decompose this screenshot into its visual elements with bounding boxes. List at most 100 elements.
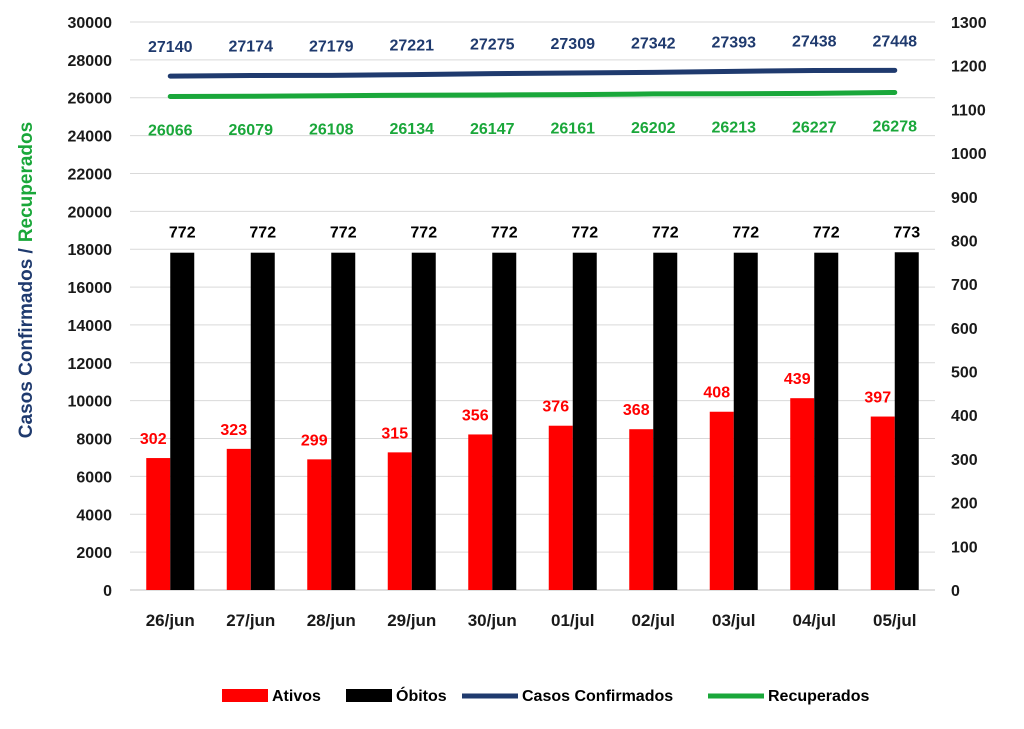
bar-ativos bbox=[870, 416, 895, 590]
bar-ativos bbox=[548, 425, 573, 590]
data-label-recuperados: 26066 bbox=[148, 122, 193, 139]
right-tick-label: 400 bbox=[951, 408, 978, 425]
bar-ativos bbox=[790, 398, 815, 590]
legend-casos-confirmados: Casos Confirmados bbox=[462, 688, 673, 705]
data-label-confirmados: 27448 bbox=[873, 33, 918, 50]
right-tick-label: 500 bbox=[951, 365, 978, 382]
data-label-confirmados: 27275 bbox=[470, 37, 515, 54]
data-label-obitos: 772 bbox=[732, 225, 759, 242]
left-tick-label: 12000 bbox=[68, 356, 113, 373]
data-label-ativos: 302 bbox=[140, 431, 167, 448]
right-tick-label: 1100 bbox=[951, 102, 986, 119]
bar-ativos bbox=[307, 459, 332, 590]
left-tick-label: 16000 bbox=[68, 280, 113, 297]
legend: Ativos Óbitos Casos Confirmados Recuperados bbox=[222, 686, 869, 705]
data-label-obitos: 772 bbox=[330, 225, 357, 242]
left-tick-label: 20000 bbox=[68, 204, 113, 221]
x-tick-label: 01/jul bbox=[551, 611, 594, 630]
right-tick-label: 600 bbox=[951, 321, 978, 338]
data-label-confirmados: 27309 bbox=[551, 36, 596, 53]
left-tick-label: 8000 bbox=[76, 432, 112, 449]
x-tick-label: 28/jun bbox=[307, 611, 356, 630]
bar-obitos bbox=[733, 252, 758, 591]
legend-swatch bbox=[346, 689, 392, 702]
left-tick-label: 10000 bbox=[68, 394, 113, 411]
left-tick-label: 22000 bbox=[68, 166, 113, 183]
right-tick-label: 300 bbox=[951, 452, 978, 469]
left-tick-label: 6000 bbox=[76, 469, 112, 486]
x-tick-label: 27/jun bbox=[226, 611, 275, 630]
data-label-ativos: 323 bbox=[220, 422, 247, 439]
right-tick-label: 100 bbox=[951, 539, 978, 556]
data-label-confirmados: 27342 bbox=[631, 35, 676, 52]
legend-label: Recuperados bbox=[768, 688, 869, 705]
data-label-recuperados: 26202 bbox=[631, 120, 676, 137]
bar-obitos bbox=[653, 252, 678, 591]
bar-obitos bbox=[572, 252, 597, 591]
left-tick-label: 26000 bbox=[68, 91, 113, 108]
data-label-ativos: 299 bbox=[301, 432, 328, 449]
x-tick-label: 26/jun bbox=[146, 611, 195, 630]
bar-ativos bbox=[629, 429, 654, 590]
data-label-recuperados: 26134 bbox=[390, 121, 435, 138]
left-axis-ticks: 0 2000 4000 6000 8000 10000 12000 14000 16000 180… bbox=[68, 15, 113, 600]
bar-ativos bbox=[709, 411, 734, 590]
bar-ativos bbox=[387, 452, 412, 590]
right-tick-label: 900 bbox=[951, 190, 978, 207]
data-label-recuperados: 26213 bbox=[712, 120, 757, 137]
left-axis-title-recuperados: Recuperados bbox=[16, 122, 37, 242]
data-label-obitos: 772 bbox=[169, 225, 196, 242]
bar-obitos bbox=[331, 252, 356, 591]
bar-obitos bbox=[894, 252, 919, 590]
data-label-confirmados: 27140 bbox=[148, 39, 193, 56]
bar-obitos bbox=[814, 252, 839, 591]
x-tick-label: 05/jul bbox=[873, 611, 916, 630]
x-axis-ticks: 26/jun 27/jun 28/jun 29/jun 30/jun 01/jul 02/j… bbox=[146, 611, 917, 630]
data-label-ativos: 408 bbox=[703, 385, 730, 402]
x-tick-label: 03/jul bbox=[712, 611, 755, 630]
right-tick-label: 800 bbox=[951, 233, 978, 250]
legend-label: Ativos bbox=[272, 688, 321, 705]
legend-obitos: Óbitos bbox=[346, 686, 447, 705]
data-label-ativos: 397 bbox=[864, 390, 891, 407]
left-tick-label: 0 bbox=[103, 583, 112, 600]
data-label-recuperados: 26278 bbox=[873, 118, 918, 135]
data-labels: 302 772 323 772 299 772 315 772 356 772 376 772 368 7… bbox=[140, 33, 920, 449]
bar-obitos bbox=[250, 252, 275, 591]
x-tick-label: 02/jul bbox=[632, 611, 675, 630]
right-axis-ticks: 0 100 200 300 400 500 600 700 800 900 1000 1100 1200… bbox=[951, 15, 987, 600]
data-label-confirmados: 27179 bbox=[309, 38, 354, 55]
bar-ativos bbox=[468, 434, 493, 590]
data-label-ativos: 356 bbox=[462, 407, 489, 424]
data-label-recuperados: 26147 bbox=[470, 121, 515, 138]
data-label-recuperados: 26079 bbox=[229, 122, 274, 139]
legend-ativos: Ativos bbox=[222, 688, 321, 705]
left-tick-label: 4000 bbox=[76, 507, 112, 524]
left-tick-label: 28000 bbox=[68, 53, 113, 70]
data-label-ativos: 439 bbox=[784, 371, 811, 388]
right-tick-label: 1300 bbox=[951, 15, 987, 32]
data-label-confirmados: 27393 bbox=[712, 34, 757, 51]
legend-swatch bbox=[222, 689, 268, 702]
left-tick-label: 14000 bbox=[68, 318, 113, 335]
legend-recuperados: Recuperados bbox=[708, 688, 869, 705]
x-tick-label: 04/jul bbox=[793, 611, 836, 630]
bar-ativos bbox=[146, 458, 171, 590]
legend-label: Casos Confirmados bbox=[522, 688, 673, 705]
bars bbox=[146, 252, 919, 591]
data-label-confirmados: 27221 bbox=[390, 38, 435, 55]
data-label-confirmados: 27438 bbox=[792, 34, 837, 51]
line-recuperados bbox=[167, 89, 898, 99]
right-tick-label: 0 bbox=[951, 583, 960, 600]
data-label-obitos: 772 bbox=[410, 225, 437, 242]
data-label-obitos: 772 bbox=[491, 225, 518, 242]
right-tick-label: 700 bbox=[951, 277, 978, 294]
data-label-ativos: 376 bbox=[542, 399, 569, 416]
right-tick-label: 200 bbox=[951, 496, 978, 513]
x-tick-label: 29/jun bbox=[387, 611, 436, 630]
data-label-confirmados: 27174 bbox=[229, 39, 274, 56]
data-label-ativos: 315 bbox=[381, 425, 408, 442]
data-label-recuperados: 26108 bbox=[309, 122, 354, 139]
bar-obitos bbox=[492, 252, 517, 591]
